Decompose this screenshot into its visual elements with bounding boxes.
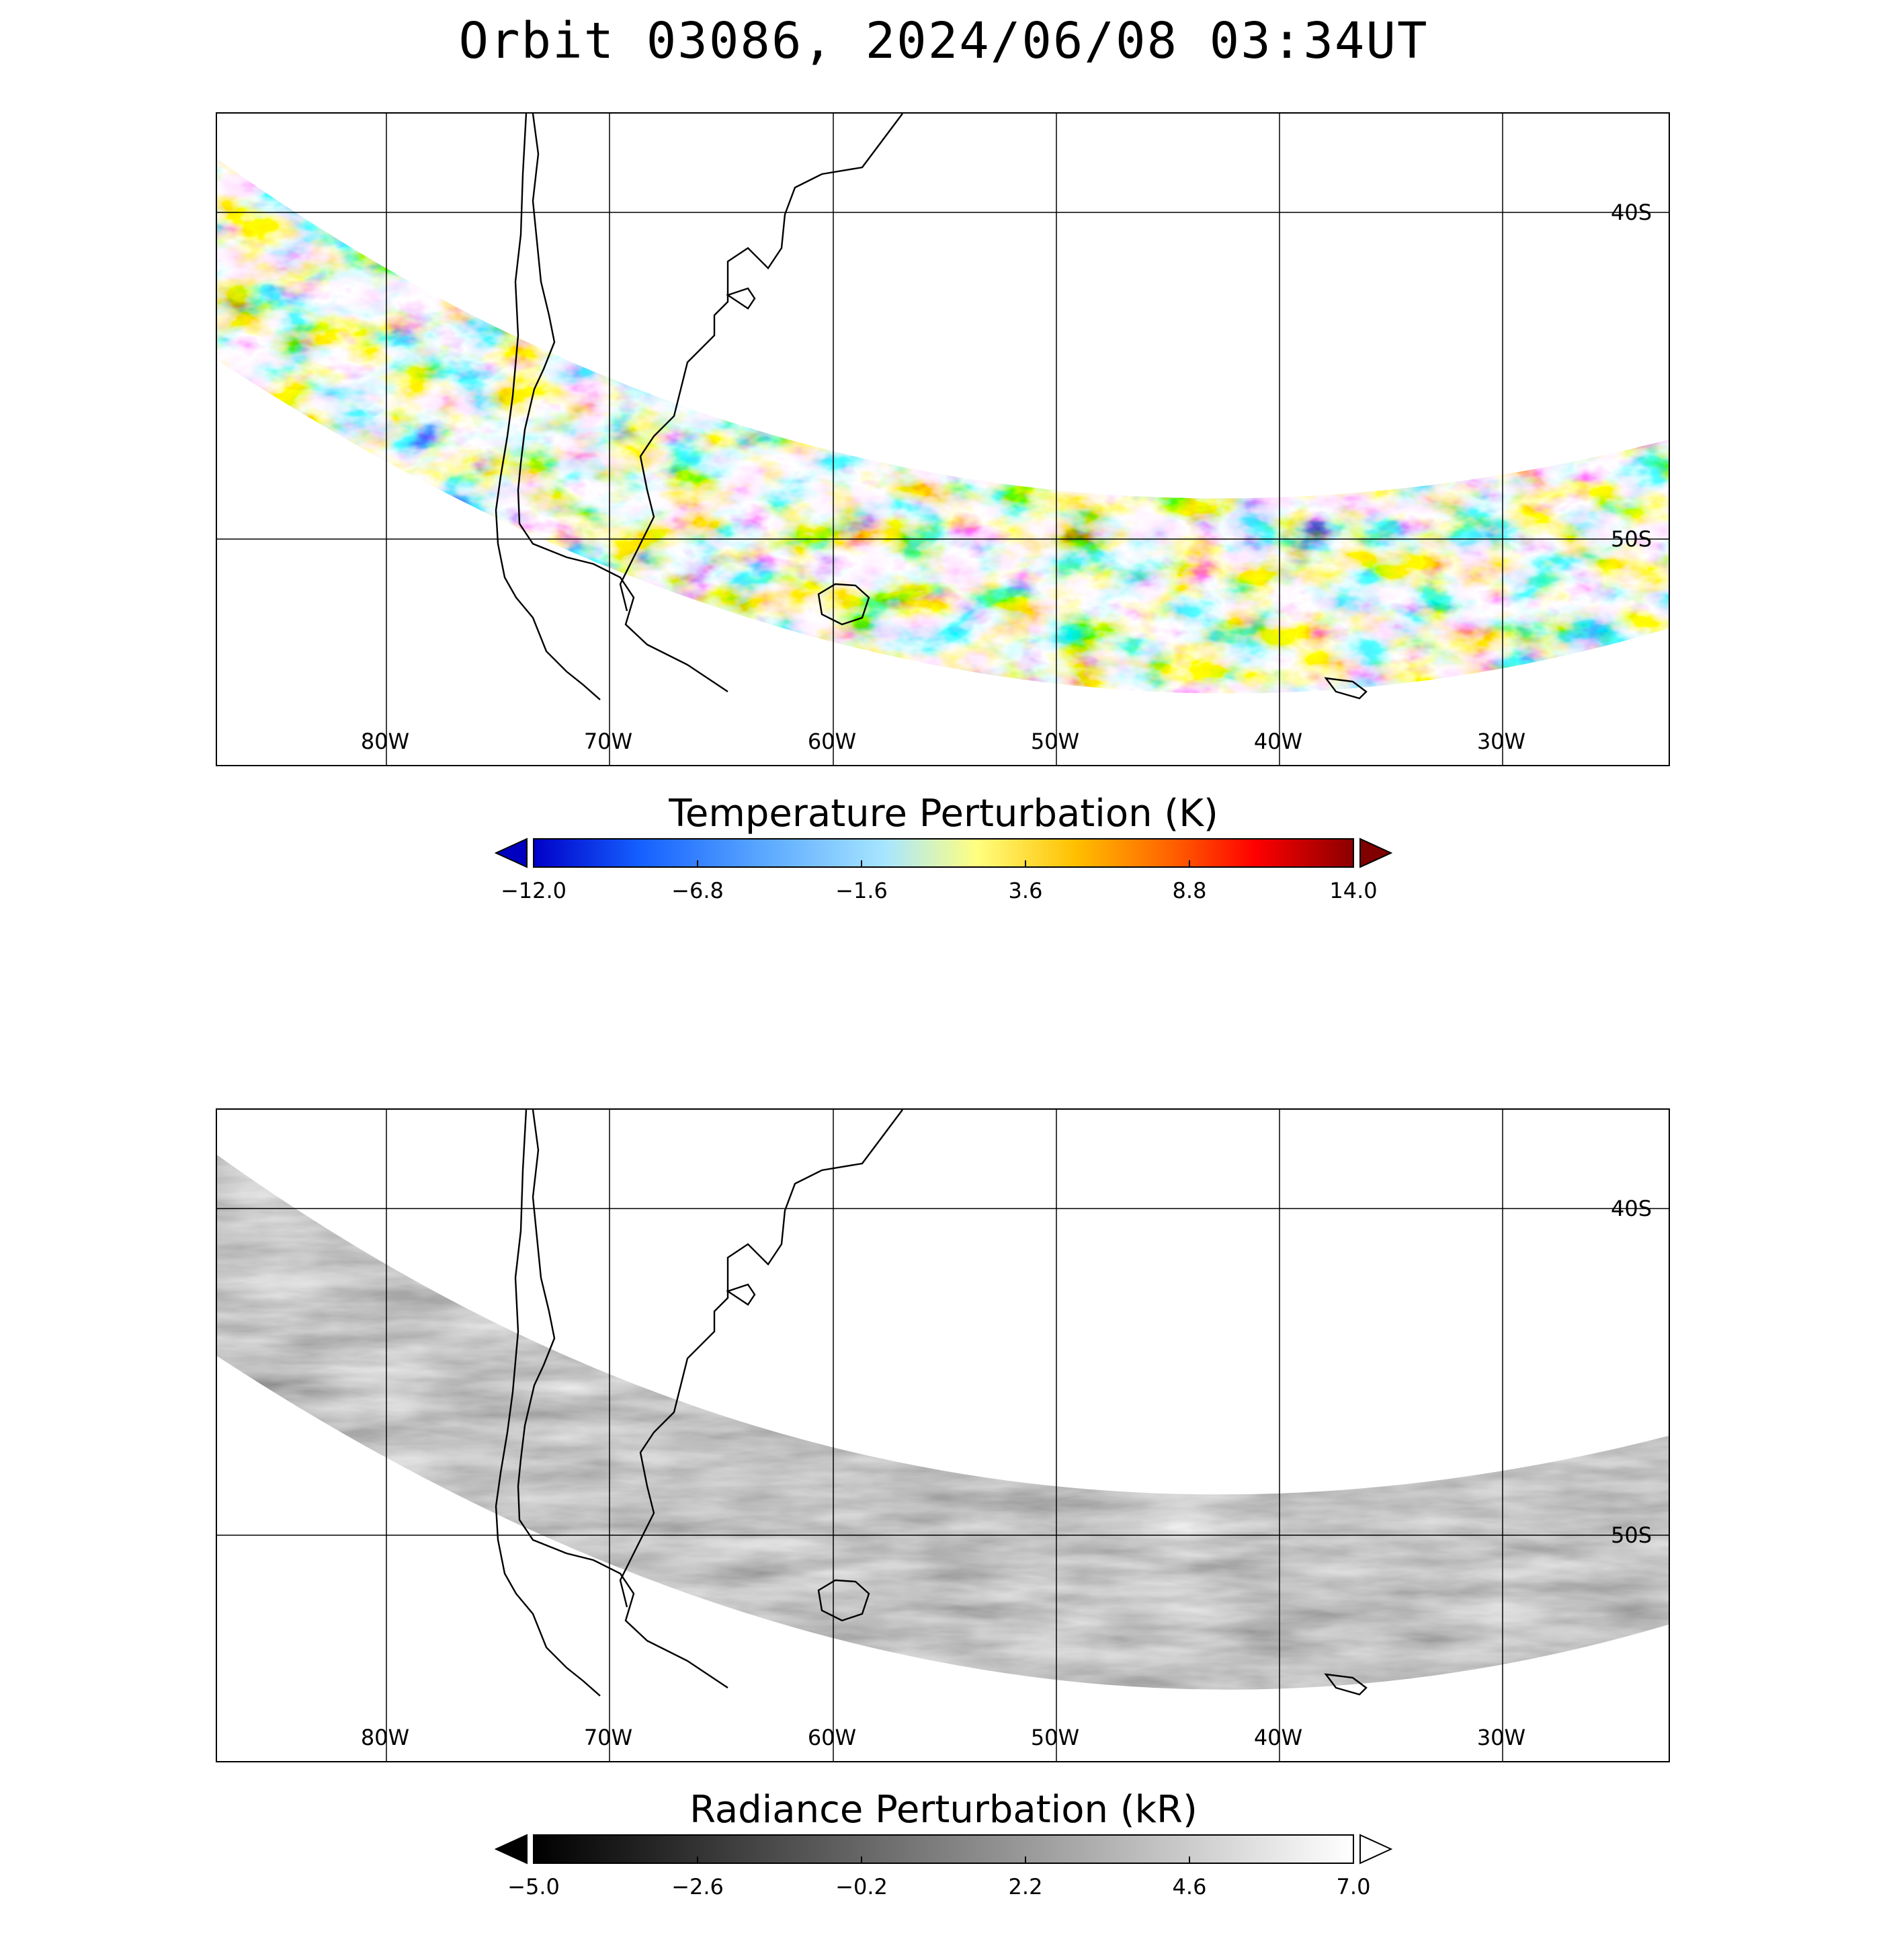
colorbar-tick: −6.8 xyxy=(671,878,724,903)
graticule xyxy=(217,1110,1669,1761)
graticule xyxy=(217,114,1669,765)
colorbar-tick: −12.0 xyxy=(500,878,567,903)
colorbar-tick: −2.6 xyxy=(671,1874,724,1900)
lon-label: 40W xyxy=(1253,1725,1303,1750)
colorbar-tick: −5.0 xyxy=(507,1874,560,1900)
colorbar-tick: 14.0 xyxy=(1329,878,1378,903)
colorbar-tick: 8.8 xyxy=(1172,878,1207,903)
temperature-map xyxy=(216,112,1670,766)
colorbar-title: Radiance Perturbation (kR) xyxy=(689,1788,1198,1832)
lon-label: 70W xyxy=(583,729,633,754)
colorbar-over-arrow xyxy=(1359,838,1392,868)
lon-label: 40W xyxy=(1253,729,1303,754)
lon-label: 30W xyxy=(1476,729,1526,754)
colorbar-under-arrow xyxy=(495,1834,528,1865)
radiance-map xyxy=(216,1108,1670,1762)
lat-label: 40S xyxy=(1611,200,1652,225)
colorbar-under-arrow xyxy=(495,838,528,868)
colorbar-over-arrow xyxy=(1359,1834,1392,1865)
lon-label: 80W xyxy=(360,729,410,754)
lon-label: 80W xyxy=(360,1725,410,1750)
temperature-colorbar xyxy=(495,838,1392,868)
colorbar-title: Temperature Perturbation (K) xyxy=(669,792,1218,835)
lon-label: 70W xyxy=(583,1725,633,1750)
lat-label: 50S xyxy=(1611,526,1652,552)
colorbar-tick: 4.6 xyxy=(1172,1874,1207,1900)
coastline xyxy=(495,114,1368,700)
page-title: Orbit 03086, 2024/06/08 03:34UT xyxy=(458,12,1429,70)
lon-label: 60W xyxy=(807,1725,857,1750)
colorbar-tick: 3.6 xyxy=(1008,878,1043,903)
lon-label: 50W xyxy=(1030,729,1080,754)
lon-label: 50W xyxy=(1030,1725,1080,1750)
colorbar-tick: −1.6 xyxy=(835,878,888,903)
colorbar-tick: 7.0 xyxy=(1336,1874,1371,1900)
lon-label: 30W xyxy=(1476,1725,1526,1750)
colorbar-tick: 2.2 xyxy=(1008,1874,1043,1900)
colorbar-tick: −0.2 xyxy=(835,1874,888,1900)
radiance-colorbar xyxy=(495,1834,1392,1865)
lon-label: 60W xyxy=(807,729,857,754)
lat-label: 50S xyxy=(1611,1522,1652,1548)
coastline xyxy=(495,1110,1368,1697)
lat-label: 40S xyxy=(1611,1196,1652,1221)
